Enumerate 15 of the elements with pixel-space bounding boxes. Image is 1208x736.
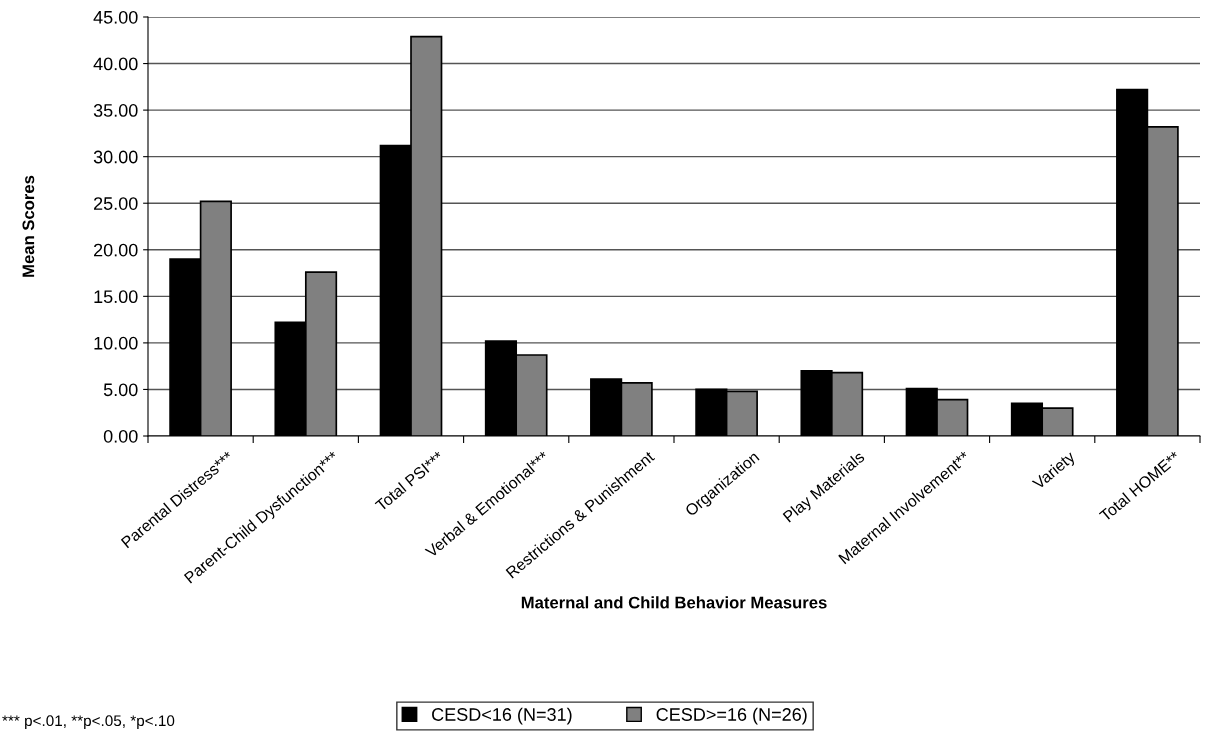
y-tick-label: 35.00 (93, 104, 138, 117)
y-axis-title: Mean Scores (22, 175, 35, 277)
y-tick-label: 20.00 (94, 243, 138, 257)
legend-label: CESD>=16 (N=26) (656, 707, 807, 725)
text: *** p<.01, **p<.05, *p<.10 (2, 715, 175, 730)
y-tick-label: 25.00 (94, 197, 138, 210)
y-tick-label: 45.00 (93, 10, 138, 24)
y-tick-label: 30.00 (93, 150, 138, 164)
y-tick-label: 10.00 (94, 336, 138, 350)
legend-label: CESD<16 (N=31) (432, 707, 572, 725)
y-tick-label: 40.00 (93, 57, 138, 71)
y-tick-label: 0.00 (103, 429, 138, 443)
x-axis-title: Maternal and Child Behavior Measures (521, 596, 827, 609)
y-tick-label: 15.00 (94, 290, 138, 304)
y-tick-label: 5.00 (103, 383, 138, 397)
